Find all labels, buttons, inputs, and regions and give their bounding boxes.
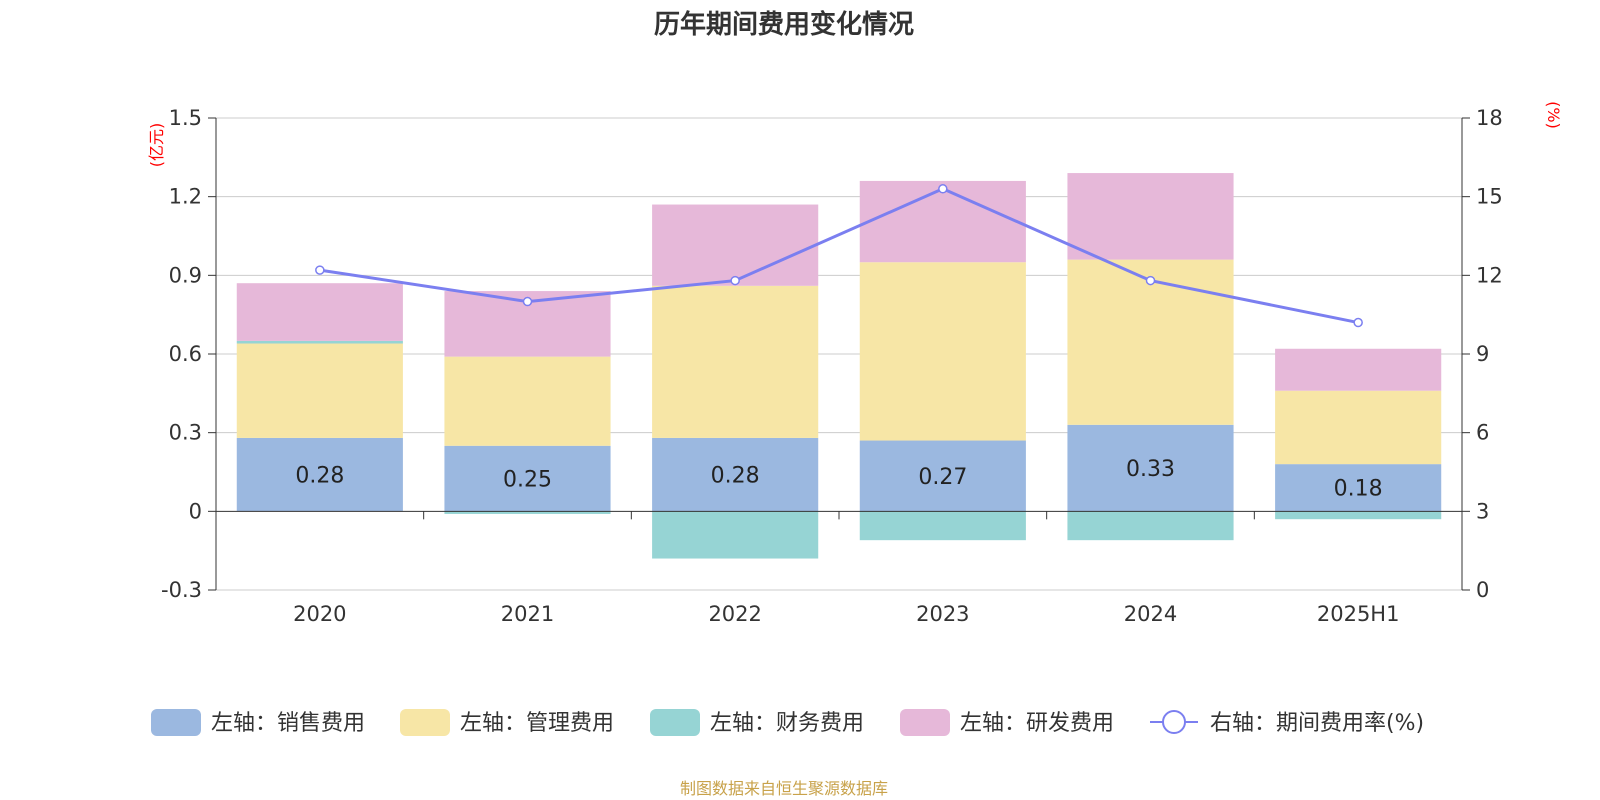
rate-line-point: [938, 184, 948, 194]
legend-swatch: [151, 709, 201, 736]
legend-label: 左轴：管理费用: [460, 711, 614, 736]
category-label: 2023: [916, 602, 969, 626]
right-tick-label: 9: [1476, 342, 1489, 366]
bar-data-label: 0.28: [295, 464, 344, 489]
rate-line-point: [1353, 317, 1363, 328]
bar-segment: [444, 356, 611, 446]
bar-segment: [859, 180, 1026, 263]
right-tick-label: 15: [1476, 185, 1503, 209]
bar-segment: [236, 343, 403, 438]
legend-marker: [1162, 710, 1186, 734]
right-axis-unit: (%): [1544, 101, 1563, 129]
left-tick-label: 0: [189, 499, 202, 523]
bar-segment: [1067, 424, 1234, 512]
category-label: 2024: [1124, 602, 1177, 626]
bar-segment: [1275, 348, 1442, 391]
bar-segment: [1067, 259, 1234, 425]
right-tick-label: 12: [1476, 263, 1503, 287]
right-tick-label: 18: [1476, 106, 1503, 130]
bar-segment: [859, 440, 1026, 512]
bar-segment: [1067, 511, 1234, 541]
legend-label: 右轴：期间费用率(%): [1210, 711, 1424, 736]
bar-segment: [236, 340, 403, 344]
bar-segment: [859, 262, 1026, 441]
bar-data-label: 0.27: [918, 465, 967, 490]
legend-swatch: [900, 709, 950, 736]
legend-swatch: [650, 709, 700, 736]
rate-line-point: [522, 296, 533, 307]
axes: -0.3 0 0.3 0.6 0.9 1.2 1.5 0 3 6 9 12 15 18 2020 2021 20…: [161, 106, 1503, 626]
legend-label: 左轴：财务费用: [710, 711, 864, 736]
bar-data-label: 0.18: [1334, 477, 1383, 502]
bar-segment: [1275, 511, 1442, 520]
bar-segment: [444, 511, 611, 514]
chart-title: 历年期间费用变化情况: [654, 9, 914, 40]
rate-line: [315, 184, 1363, 328]
bar-data-label: 0.33: [1126, 457, 1175, 482]
data-labels: 0.28 0.25 0.28 0.27 0.33 0.18: [295, 457, 1382, 502]
bar-segment: [444, 445, 611, 512]
rate-line-point: [730, 275, 740, 286]
grid: [216, 117, 1462, 591]
bar-data-label: 0.28: [711, 464, 760, 489]
category-label: 2022: [708, 602, 761, 626]
bars: [236, 173, 1442, 559]
left-tick-label: 0.6: [169, 342, 202, 366]
legend-label: 左轴：销售费用: [211, 711, 365, 736]
left-tick-label: -0.3: [161, 578, 202, 602]
bar-segment: [652, 204, 819, 286]
rate-line-path: [319, 187, 1359, 325]
bar-segment: [652, 437, 819, 512]
left-tick-label: 1.5: [169, 106, 202, 130]
bar-segment: [1067, 173, 1234, 260]
bar-segment: [652, 285, 819, 438]
rate-line-point: [315, 265, 325, 275]
bar-segment: [236, 437, 403, 512]
left-axis-unit: (亿元): [147, 123, 166, 168]
left-tick-label: 0.3: [169, 421, 202, 445]
rate-line-point: [1145, 275, 1156, 286]
right-tick-label: 0: [1476, 578, 1489, 602]
legend-swatch: [400, 709, 450, 736]
left-tick-label: 0.9: [169, 263, 202, 287]
legend: 左轴：销售费用 左轴：管理费用 左轴：财务费用 左轴：研发费用 右轴：期间费用率(%): [151, 709, 1424, 736]
bar-segment: [859, 511, 1026, 541]
bar-segment: [652, 511, 819, 559]
legend-label: 左轴：研发费用: [960, 711, 1114, 736]
bar-data-label: 0.25: [503, 468, 552, 493]
bar-segment: [236, 283, 403, 341]
left-tick-label: 1.2: [169, 185, 202, 209]
right-tick-label: 6: [1476, 421, 1489, 445]
bar-segment: [1275, 464, 1442, 512]
source-note: 制图数据来自恒生聚源数据库: [680, 779, 888, 798]
right-tick-label: 3: [1476, 499, 1489, 523]
bar-segment: [1275, 390, 1442, 465]
category-label: 2025H1: [1317, 602, 1400, 626]
category-label: 2020: [293, 602, 346, 626]
category-label: 2021: [501, 602, 554, 626]
